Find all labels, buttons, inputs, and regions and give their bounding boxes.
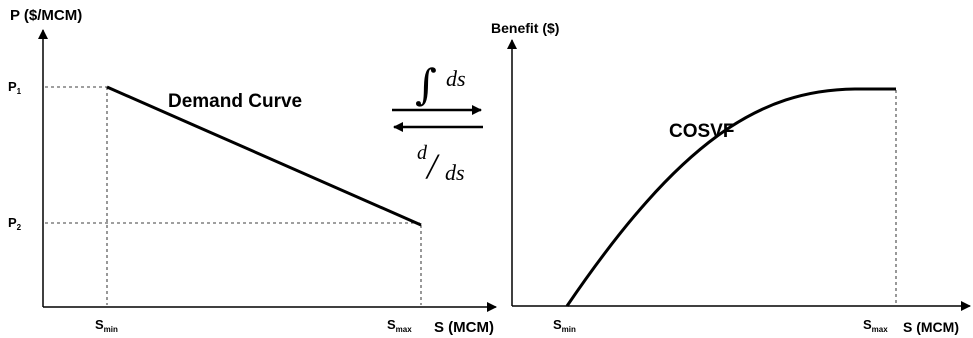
integral-var: ds [446,66,466,91]
left-panel: P ($/MCM) P1 P2 Smin Smax S (MCM) Demand… [8,7,497,336]
right-panel: Benefit ($) Smin Smax S (MCM) COSVF [491,20,971,335]
left-x-axis-label: S (MCM) [434,319,494,336]
right-smin-label: Smin [553,317,576,334]
demand-curve-line [106,85,422,227]
derivative-numerator: d [417,142,428,164]
derivative-denominator: ds [445,160,465,185]
cosvf-label: COSVF [669,121,734,142]
left-smin-label: Smin [95,317,118,334]
left-y-axis-label: P ($/MCM) [10,7,82,24]
demand-curve-label: Demand Curve [168,91,302,112]
left-smax-label: Smax [387,317,412,334]
right-y-axis-label: Benefit ($) [491,20,559,36]
right-smax-label: Smax [863,317,888,334]
p2-label: P2 [8,215,22,232]
p1-label: P1 [8,79,22,96]
cosvf-curve [565,87,896,307]
integral-symbol: ∫ [415,60,437,109]
derivative-slash: / [425,146,440,186]
operators: ∫ ds d / ds [392,60,483,186]
right-x-axis-label: S (MCM) [903,319,959,335]
